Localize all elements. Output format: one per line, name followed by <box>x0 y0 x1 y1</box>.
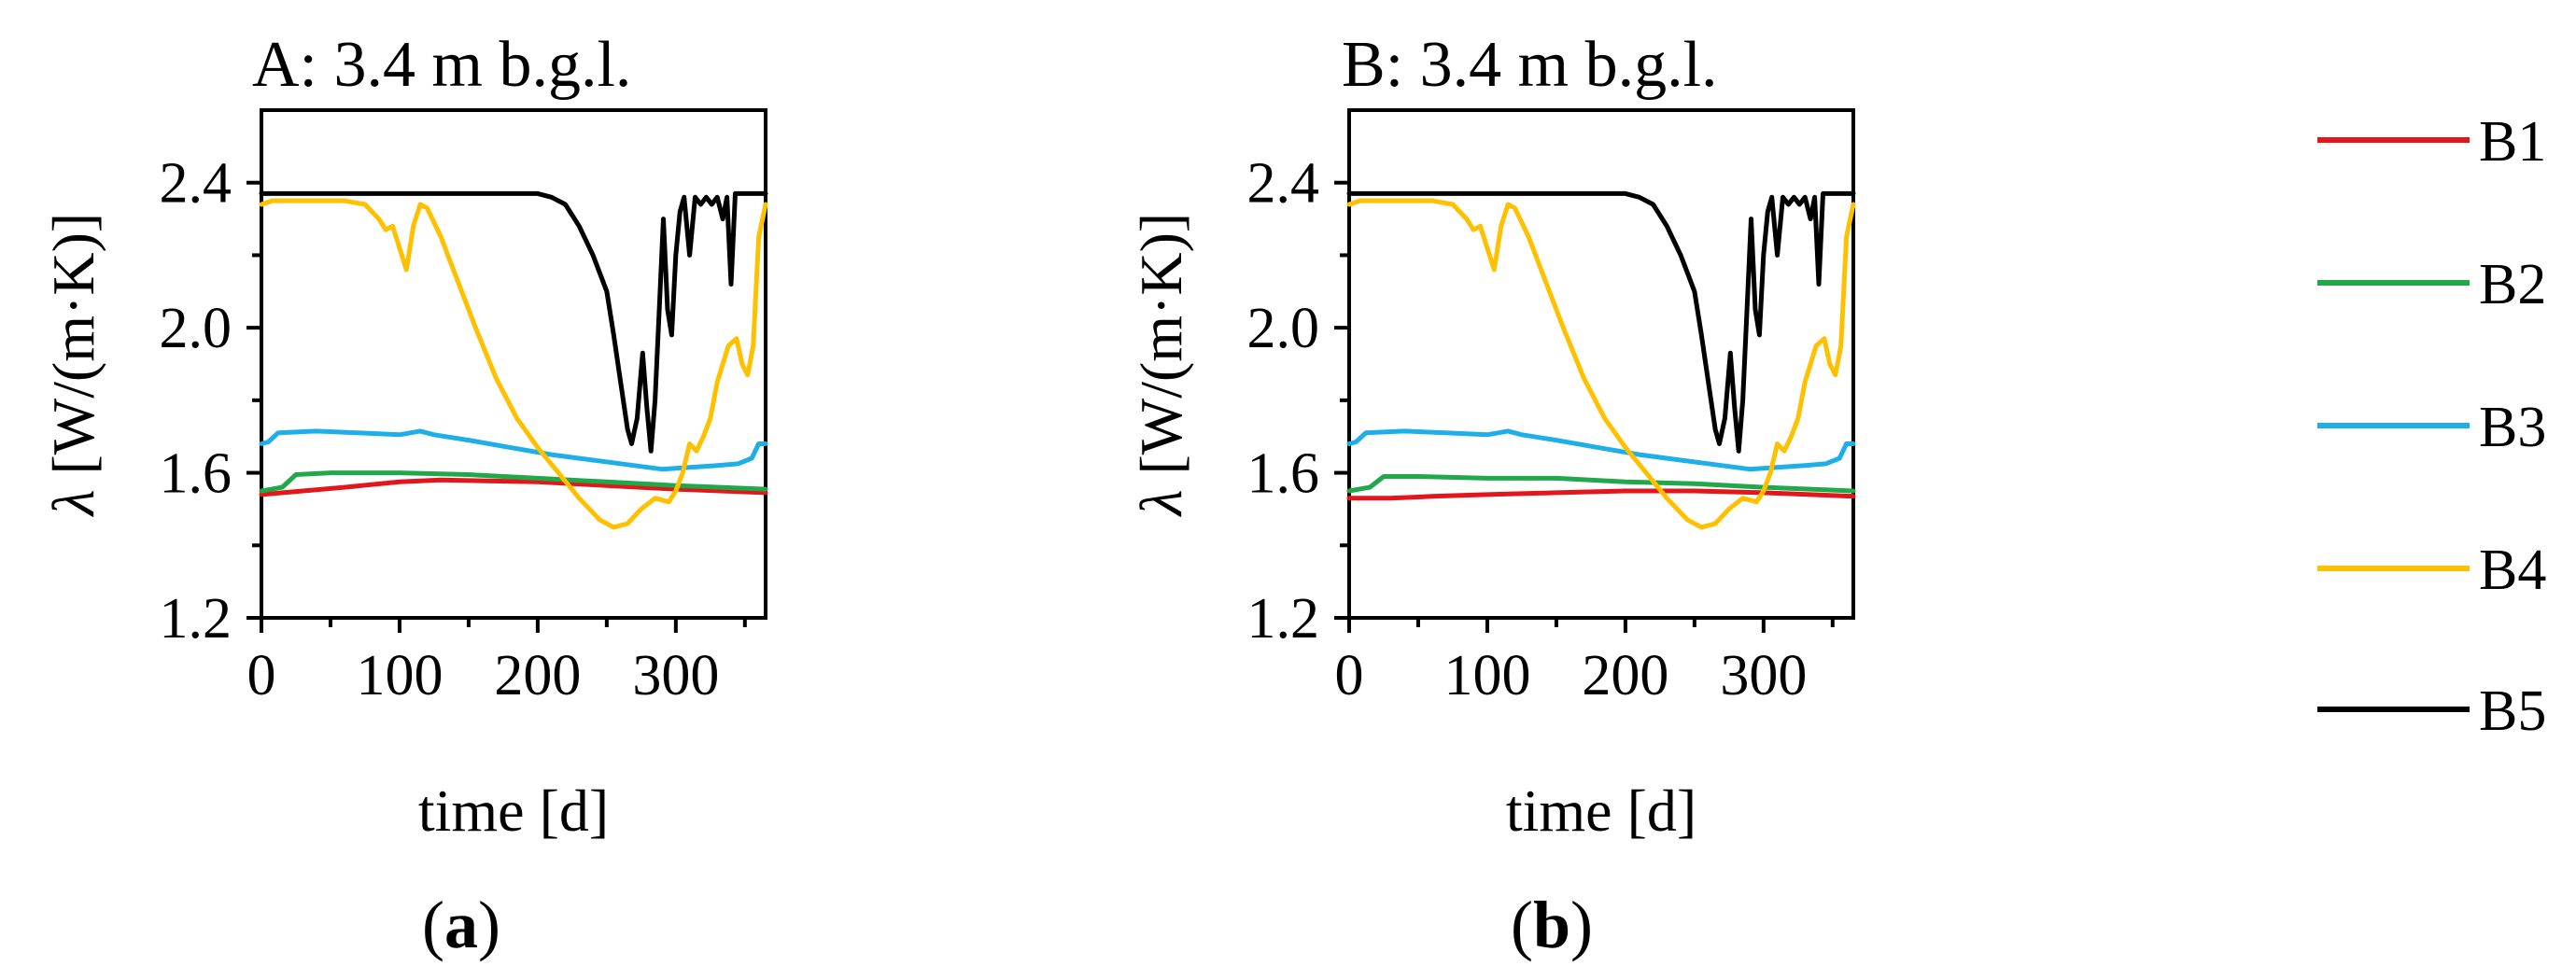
chart-title: B: 3.4 m b.g.l. <box>1342 29 1718 101</box>
plot-frame <box>1347 108 1855 620</box>
chart-title: A: 3.4 m b.g.l. <box>252 29 631 101</box>
chart-panel-b: B: 3.4 m b.g.l. 1.2 1.6 2.0 2.4 0 100 200 300 tim… <box>1128 29 1856 962</box>
y-axis-symbol: λ <box>1128 475 1194 518</box>
x-tick-label: 300 <box>1720 644 1807 707</box>
series-line-b2 <box>259 470 768 494</box>
x-tick-label: 0 <box>247 644 276 707</box>
panel-caption: (b) <box>1511 888 1593 962</box>
y-axis-label: λ [W/(m·K)] <box>1128 213 1194 517</box>
y-tick-label: 2.0 <box>160 297 232 360</box>
chart-panel-a: A: 3.4 m b.g.l. 1.2 1.6 2.0 2.4 0 100 200 300 tim… <box>40 29 768 962</box>
x-tick-label: 100 <box>1443 644 1530 707</box>
y-tick-label: 1.6 <box>1247 442 1320 506</box>
legend: B1 B2 B3 B4 B5 <box>2317 110 2546 743</box>
series-line-b3 <box>1346 428 1856 472</box>
y-tick-label: 2.4 <box>160 152 232 216</box>
legend-label-b3: B3 <box>2479 396 2546 459</box>
y-tick-label: 1.6 <box>160 442 232 506</box>
x-axis-label: time [d] <box>418 777 609 844</box>
y-axis-label: λ [W/(m·K)] <box>40 213 106 517</box>
y-tick-label: 2.4 <box>1247 152 1320 216</box>
y-axis-unit: [W/(m·K)] <box>1128 213 1194 475</box>
x-tick-label: 200 <box>494 644 581 707</box>
y-tick-label: 2.0 <box>1247 297 1320 360</box>
series-line-b1 <box>1346 488 1856 501</box>
x-tick-label: 300 <box>632 644 719 707</box>
series-line-b4 <box>1346 198 1856 530</box>
plot-frame <box>260 108 767 620</box>
x-tick-label: 200 <box>1582 644 1668 707</box>
legend-label-b1: B1 <box>2479 110 2546 174</box>
series-line-b2 <box>1346 474 1856 494</box>
x-tick-label: 100 <box>356 644 443 707</box>
series-line-b4 <box>259 198 768 530</box>
series-line-b3 <box>259 428 768 472</box>
y-axis-unit: [W/(m·K)] <box>40 213 106 475</box>
legend-label-b2: B2 <box>2479 253 2546 316</box>
x-axis-label: time [d] <box>1506 777 1696 844</box>
series-line-b5 <box>259 190 768 454</box>
series-line-b5 <box>1346 190 1856 454</box>
y-tick-label: 1.2 <box>1247 587 1320 651</box>
x-tick-label: 0 <box>1335 644 1364 707</box>
legend-label-b5: B5 <box>2479 679 2546 743</box>
series-line-b1 <box>259 477 768 497</box>
y-axis-symbol: λ <box>40 475 106 518</box>
panel-caption: (a) <box>422 888 500 962</box>
y-tick-label: 1.2 <box>160 587 232 651</box>
legend-label-b4: B4 <box>2479 539 2546 602</box>
